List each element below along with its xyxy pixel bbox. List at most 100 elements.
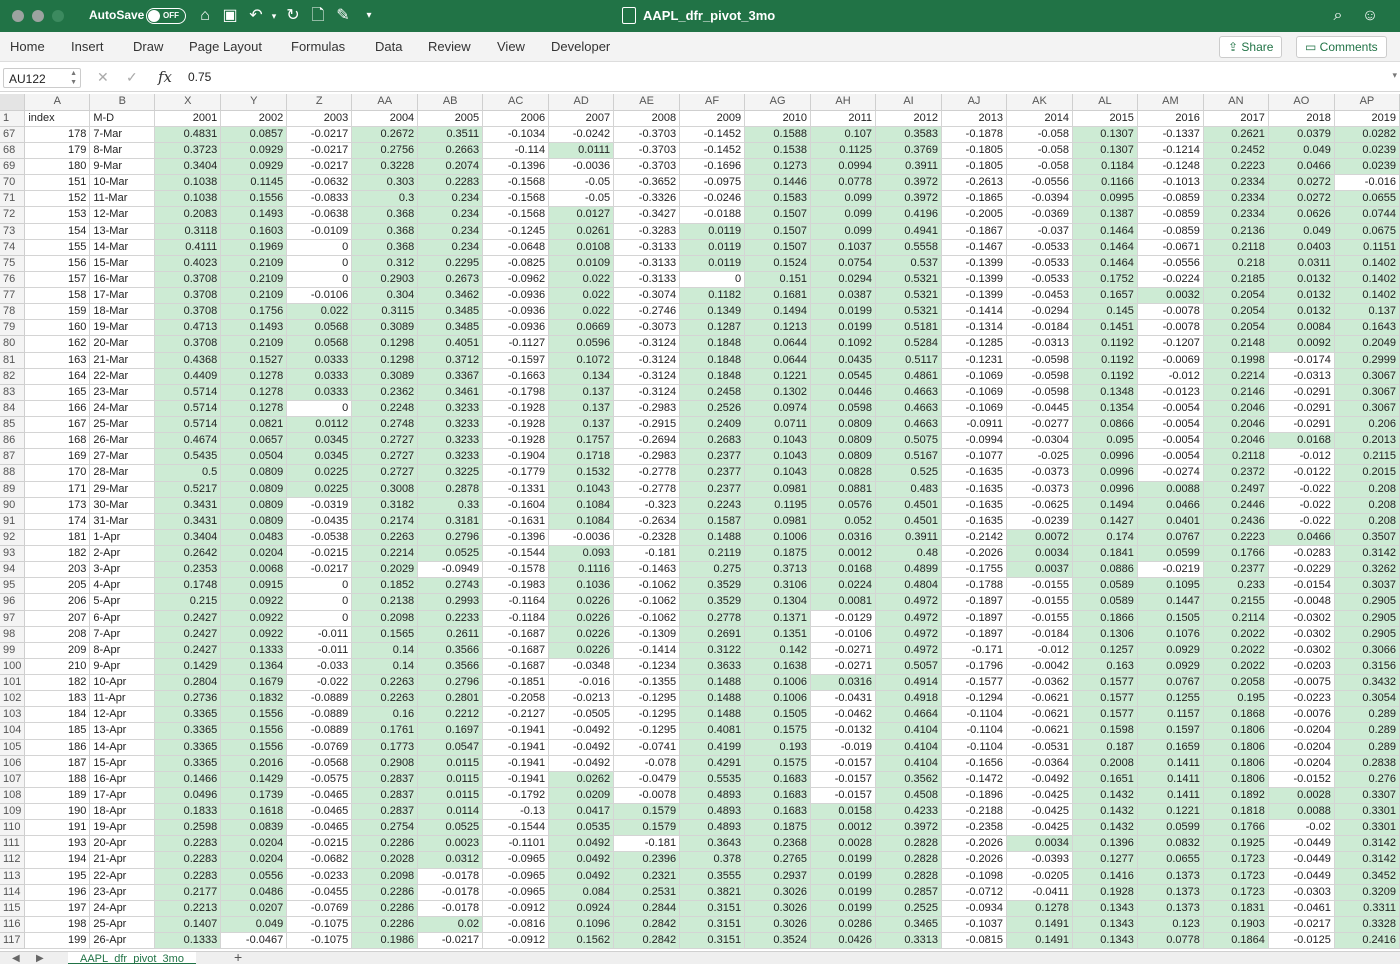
cell[interactable]: 0.3911 [875,529,942,547]
cell[interactable]: -0.3703 [613,158,681,176]
cell[interactable]: 0.2727 [351,464,419,482]
cell[interactable]: 0.1192 [1072,335,1138,353]
cell[interactable]: -0.2188 [941,803,1007,821]
cell[interactable]: 0.1818 [1203,803,1269,821]
cell[interactable]: 0.2185 [1203,271,1269,289]
cell[interactable]: 0.48 [875,545,942,563]
cell[interactable]: 0.1255 [1137,690,1204,708]
cell[interactable]: -0.0178 [417,884,484,901]
cell[interactable]: 0.4893 [679,819,746,837]
cell[interactable]: -0.0291 [1268,384,1335,401]
cell[interactable]: -0.0769 [286,900,353,917]
cell[interactable]: -0.1568 [482,206,550,224]
cell[interactable]: 0.3066 [1334,642,1400,659]
cell[interactable]: 0.3555 [679,868,746,885]
cell[interactable]: 0.2837 [351,787,419,805]
cell[interactable]: -0.1755 [941,561,1007,579]
cell[interactable]: 0.1683 [744,803,812,821]
cell[interactable]: 187 [24,755,91,772]
cell[interactable]: 0.1306 [1072,626,1138,643]
cell[interactable]: 0.1538 [744,142,812,160]
cell[interactable]: 0.1451 [1072,319,1138,337]
cell[interactable]: 0.1507 [744,206,812,224]
cell[interactable]: 160 [24,319,91,337]
cell[interactable]: -0.1062 [613,577,681,595]
cell[interactable]: 0.0568 [286,335,353,353]
cell[interactable]: 0.2058 [1203,674,1269,692]
cell[interactable]: 0.1556 [220,722,288,740]
cell[interactable]: -0.0157 [810,787,877,805]
cell[interactable]: 0.3462 [417,287,484,305]
cell[interactable]: 0.1562 [548,932,615,950]
cell[interactable]: 0.4713 [154,319,222,337]
cell[interactable]: 0.2028 [351,851,419,869]
cell[interactable]: 0.0199 [810,851,877,869]
cell[interactable]: 0.3008 [351,481,419,498]
cell[interactable]: 15-Apr [89,755,156,772]
cell[interactable]: 0.2526 [679,400,746,418]
cell[interactable]: 0.1402 [1334,255,1400,272]
cell[interactable]: 162 [24,335,91,353]
cell[interactable]: 13-Apr [89,722,156,740]
column-header[interactable]: AB [417,94,484,111]
cell[interactable]: 0.2372 [1203,464,1269,482]
cell[interactable]: 0.1416 [1072,868,1138,885]
cell[interactable]: 0.2109 [220,287,288,305]
cell[interactable]: 0.2765 [744,851,812,869]
cell[interactable]: 0.0655 [1334,190,1400,208]
cell[interactable]: 0.1556 [220,190,288,208]
column-header[interactable]: Y [220,94,288,111]
cell[interactable]: -0.1164 [482,593,550,611]
cell[interactable]: 0.0417 [548,803,615,821]
cell[interactable]: 0.0589 [1072,577,1138,595]
cell[interactable]: 26-Mar [89,432,156,450]
cell[interactable]: 0.1864 [1203,932,1269,950]
cell[interactable]: -0.0538 [286,529,353,547]
cell[interactable]: 0.3118 [154,223,222,240]
cell[interactable]: 0 [286,255,353,272]
cell[interactable]: 0.2828 [875,868,942,885]
cell[interactable]: 0.2999 [1334,352,1400,369]
cell[interactable]: -0.1897 [941,610,1007,627]
cell[interactable]: -0.1635 [941,464,1007,482]
cell[interactable]: 190 [24,803,91,821]
cell[interactable]: -0.0479 [613,771,681,788]
cell[interactable]: -0.3073 [613,319,681,337]
cell[interactable]: 0.1723 [1203,851,1269,869]
cell[interactable]: -0.1687 [482,658,550,676]
cell[interactable]: 0.2844 [613,900,681,917]
cell[interactable]: 0.0345 [286,448,353,466]
cell[interactable]: 0.3151 [679,932,746,950]
cell[interactable]: 0.1373 [1137,868,1204,885]
cell[interactable]: 0.2683 [679,432,746,450]
cell[interactable]: 0.099 [810,223,877,240]
cell[interactable]: 0.0272 [1268,190,1335,208]
cell[interactable]: -0.1399 [941,287,1007,305]
cell[interactable]: 0.3262 [1334,561,1400,579]
cell[interactable]: 0.1287 [679,319,746,337]
cell[interactable]: 0.1192 [1072,368,1138,385]
cell[interactable]: -0.0154 [1268,577,1335,595]
cell[interactable]: 0.3404 [154,158,222,176]
cell[interactable]: 0.0809 [810,432,877,450]
cell[interactable]: 0.4081 [679,722,746,740]
cell[interactable]: 0.0809 [220,464,288,482]
cell[interactable]: 0.0744 [1334,206,1400,224]
cell[interactable]: 0.0974 [744,400,812,418]
cell[interactable]: 0.0435 [810,352,877,369]
cell[interactable]: -0.0155 [1006,610,1073,627]
cell[interactable]: 0.1875 [744,819,812,837]
cell[interactable]: 0.2109 [220,335,288,353]
cell[interactable]: 0.1928 [1072,884,1138,901]
cell[interactable]: 0.0866 [1072,416,1138,434]
cell[interactable]: -0.0348 [548,658,615,676]
cell[interactable]: 30-Mar [89,497,156,514]
cell[interactable]: 0.1084 [548,513,615,530]
cell[interactable]: 0.4914 [875,674,942,692]
cell[interactable]: 0.3465 [875,916,942,934]
scroll-right-icon[interactable]: ▶ [36,953,44,964]
cell[interactable]: 0.1597 [1137,722,1204,740]
cell[interactable]: 0.2396 [613,851,681,869]
cell[interactable]: 0.1852 [351,577,419,595]
cell[interactable]: 0.0525 [417,819,484,837]
